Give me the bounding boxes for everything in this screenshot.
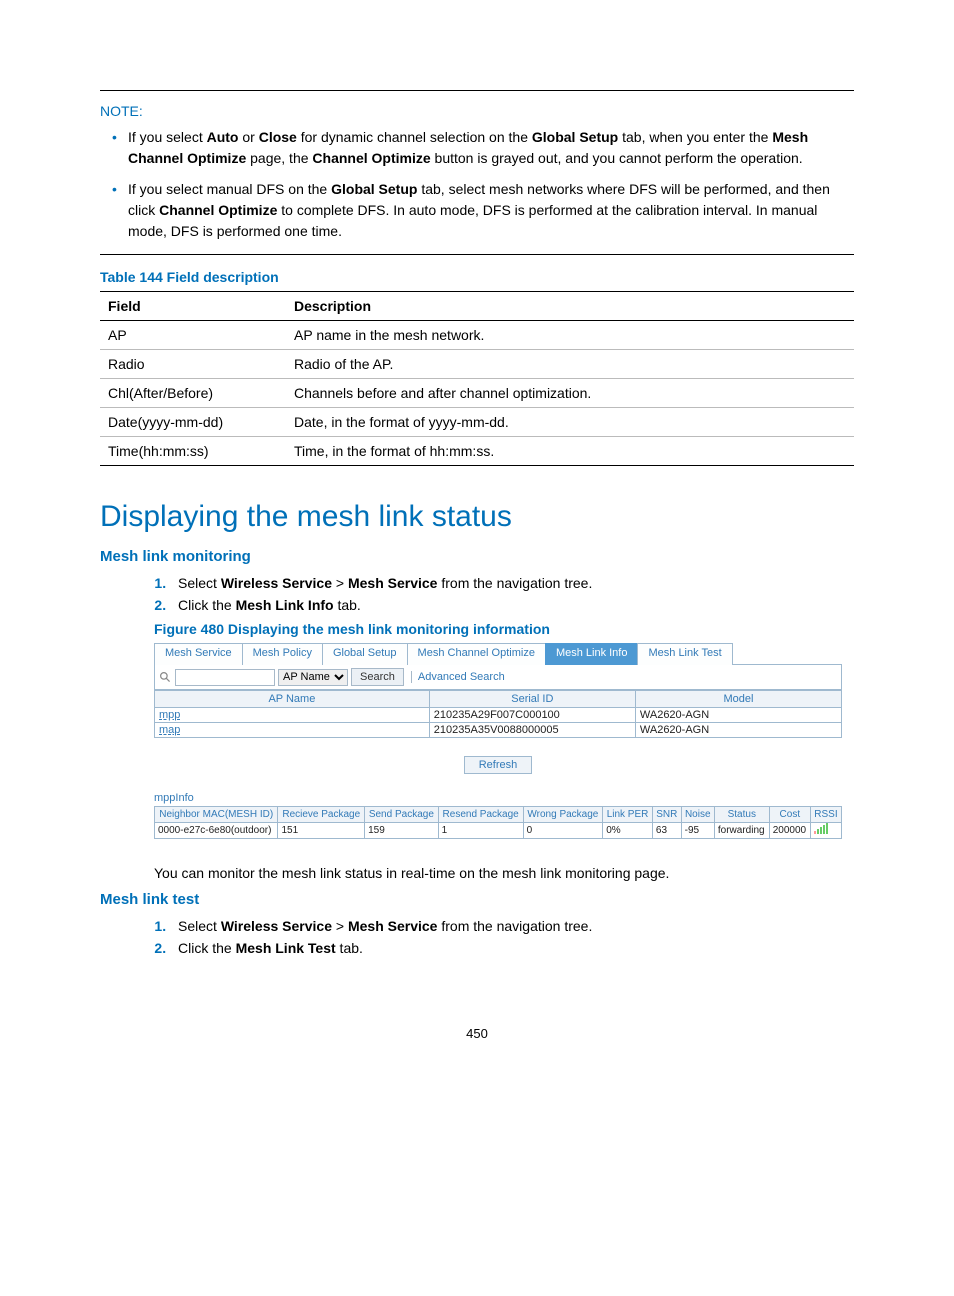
subsection-heading: Mesh link monitoring <box>100 548 854 565</box>
search-button[interactable]: Search <box>351 668 404 686</box>
step-item: Click the Mesh Link Info tab. <box>170 597 854 613</box>
tab-row: Mesh Service Mesh Policy Global Setup Me… <box>154 643 842 665</box>
table-row: Date(yyyy-mm-dd)Date, in the format of y… <box>100 408 854 437</box>
refresh-wrap: Refresh <box>154 756 842 774</box>
note-item: If you select Auto or Close for dynamic … <box>128 127 854 169</box>
top-rule <box>100 90 854 91</box>
table-row: Chl(After/Before)Channels before and aft… <box>100 379 854 408</box>
search-icon <box>159 671 172 684</box>
note-label: NOTE: <box>100 103 854 119</box>
step-item: Select Wireless Service > Mesh Service f… <box>170 575 854 591</box>
th-linkper: Link PER <box>603 807 653 823</box>
table-row: map 210235A35V0088000005 WA2620-AGN <box>155 723 842 738</box>
table-row: mpp 210235A29F007C000100 WA2620-AGN <box>155 708 842 723</box>
steps-list: Select Wireless Service > Mesh Service f… <box>100 575 854 613</box>
th-send: Send Package <box>365 807 439 823</box>
search-select[interactable]: AP Name <box>278 669 348 686</box>
page: NOTE: If you select Auto or Close for dy… <box>0 0 954 1081</box>
screenshot-panel: Mesh Service Mesh Policy Global Setup Me… <box>154 643 842 839</box>
ap-link[interactable]: mpp <box>159 709 180 721</box>
mppinfo-label: mppInfo <box>154 792 842 804</box>
th-recv: Recieve Package <box>278 807 365 823</box>
th-wrong: Wrong Package <box>523 807 603 823</box>
subsection-heading: Mesh link test <box>100 891 854 908</box>
table-row: Time(hh:mm:ss)Time, in the format of hh:… <box>100 437 854 466</box>
th-noise: Noise <box>681 807 714 823</box>
search-row: AP Name Search Advanced Search <box>154 665 842 690</box>
search-input[interactable] <box>175 669 275 686</box>
tab-mesh-link-info[interactable]: Mesh Link Info <box>545 643 639 665</box>
th-cost: Cost <box>769 807 810 823</box>
note-item: If you select manual DFS on the Global S… <box>128 179 854 242</box>
refresh-button[interactable]: Refresh <box>464 756 533 774</box>
tab-mesh-link-test[interactable]: Mesh Link Test <box>637 643 732 665</box>
link-info-grid: Neighbor MAC(MESH ID) Recieve Package Se… <box>154 806 842 839</box>
note-list: If you select Auto or Close for dynamic … <box>100 127 854 242</box>
th-field: Field <box>100 292 286 321</box>
table-row: APAP name in the mesh network. <box>100 321 854 350</box>
th-status: Status <box>714 807 769 823</box>
th-description: Description <box>286 292 854 321</box>
th-ap-name: AP Name <box>155 691 430 708</box>
table-row: RadioRadio of the AP. <box>100 350 854 379</box>
th-snr: SNR <box>652 807 681 823</box>
tab-mesh-policy[interactable]: Mesh Policy <box>242 643 323 665</box>
field-table: Field Description APAP name in the mesh … <box>100 291 854 466</box>
table-row: 0000-e27c-6e80(outdoor) 151 159 1 0 0% 6… <box>155 823 842 839</box>
figure-caption: Figure 480 Displaying the mesh link moni… <box>154 621 854 637</box>
step-item: Select Wireless Service > Mesh Service f… <box>170 918 854 934</box>
advanced-search-link[interactable]: Advanced Search <box>411 671 505 683</box>
steps-list: Select Wireless Service > Mesh Service f… <box>100 918 854 956</box>
th-rssi: RSSI <box>810 807 841 823</box>
tab-filler <box>732 643 842 665</box>
ap-link[interactable]: map <box>159 724 180 736</box>
rssi-cell <box>810 823 841 839</box>
tab-global-setup[interactable]: Global Setup <box>322 643 408 665</box>
th-neighbor: Neighbor MAC(MESH ID) <box>155 807 278 823</box>
section-heading: Displaying the mesh link status <box>100 500 854 534</box>
signal-icon <box>814 824 828 834</box>
th-resend: Resend Package <box>438 807 523 823</box>
ap-grid: AP Name Serial ID Model mpp 210235A29F00… <box>154 690 842 738</box>
tab-mesh-service[interactable]: Mesh Service <box>154 643 243 665</box>
tab-mesh-channel-optimize[interactable]: Mesh Channel Optimize <box>407 643 546 665</box>
th-serial-id: Serial ID <box>429 691 635 708</box>
bottom-rule <box>100 254 854 255</box>
step-item: Click the Mesh Link Test tab. <box>170 940 854 956</box>
body-text: You can monitor the mesh link status in … <box>154 865 854 881</box>
table-caption: Table 144 Field description <box>100 269 854 285</box>
page-number: 450 <box>100 1026 854 1041</box>
th-model: Model <box>635 691 841 708</box>
